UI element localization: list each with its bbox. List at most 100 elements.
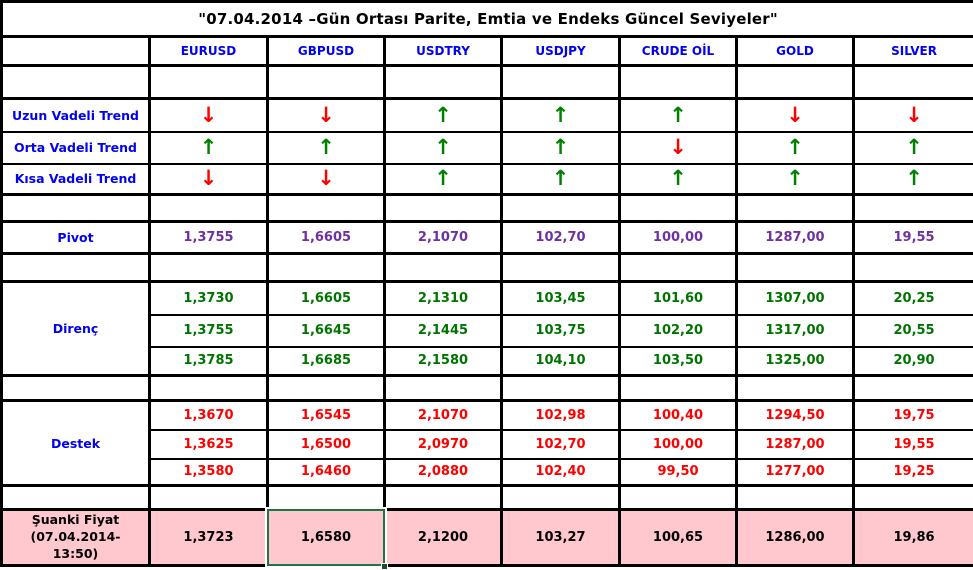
empty-cell[interactable]	[2, 66, 150, 99]
pivot-value-cell[interactable]: 1,3755	[150, 222, 268, 254]
trend-cell[interactable]: ↓	[620, 132, 737, 164]
column-header-eurusd[interactable]: EURUSD	[150, 37, 268, 66]
current-price-cell-crude-oil[interactable]: 100,65	[620, 510, 737, 566]
pivot-value-cell[interactable]: 19,55	[854, 222, 973, 254]
support-value-cell[interactable]: 1,3625	[150, 430, 268, 459]
empty-cell[interactable]	[737, 376, 854, 401]
row-label-resistance[interactable]: Direnç	[2, 282, 150, 376]
empty-cell[interactable]	[268, 195, 385, 222]
trend-cell[interactable]: ↓	[854, 99, 973, 132]
column-header-usdjpy[interactable]: USDJPY	[502, 37, 620, 66]
support-value-cell[interactable]: 1,3670	[150, 401, 268, 430]
empty-cell[interactable]	[385, 486, 502, 510]
pivot-value-cell[interactable]: 2,1070	[385, 222, 502, 254]
resistance-value-cell[interactable]: 1,6605	[268, 282, 385, 315]
trend-cell[interactable]: ↓	[268, 99, 385, 132]
support-value-cell[interactable]: 1277,00	[737, 459, 854, 486]
resistance-value-cell[interactable]: 1,3755	[150, 315, 268, 347]
empty-cell[interactable]	[737, 66, 854, 99]
support-value-cell[interactable]: 19,55	[854, 430, 973, 459]
resistance-value-cell[interactable]: 20,90	[854, 347, 973, 376]
support-value-cell[interactable]: 2,0880	[385, 459, 502, 486]
trend-cell[interactable]: ↓	[268, 164, 385, 195]
empty-cell[interactable]	[150, 486, 268, 510]
empty-cell[interactable]	[2, 195, 150, 222]
current-price-cell-usdjpy[interactable]: 103,27	[502, 510, 620, 566]
resistance-value-cell[interactable]: 2,1580	[385, 347, 502, 376]
row-label-long-term-trend[interactable]: Uzun Vadeli Trend	[2, 99, 150, 132]
trend-cell[interactable]: ↓	[150, 99, 268, 132]
empty-cell[interactable]	[620, 195, 737, 222]
trend-cell[interactable]: ↑	[150, 132, 268, 164]
empty-cell[interactable]	[854, 66, 973, 99]
empty-cell[interactable]	[385, 195, 502, 222]
empty-cell[interactable]	[268, 486, 385, 510]
corner-cell[interactable]	[2, 37, 150, 66]
empty-cell[interactable]	[854, 254, 973, 282]
support-value-cell[interactable]: 100,40	[620, 401, 737, 430]
resistance-value-cell[interactable]: 2,1445	[385, 315, 502, 347]
support-value-cell[interactable]: 19,25	[854, 459, 973, 486]
resistance-value-cell[interactable]: 1317,00	[737, 315, 854, 347]
support-value-cell[interactable]: 2,0970	[385, 430, 502, 459]
resistance-value-cell[interactable]: 1307,00	[737, 282, 854, 315]
empty-cell[interactable]	[2, 376, 150, 401]
resistance-value-cell[interactable]: 104,10	[502, 347, 620, 376]
trend-cell[interactable]: ↑	[737, 132, 854, 164]
pivot-value-cell[interactable]: 102,70	[502, 222, 620, 254]
trend-cell[interactable]: ↑	[268, 132, 385, 164]
empty-cell[interactable]	[620, 486, 737, 510]
empty-cell[interactable]	[620, 376, 737, 401]
row-label-current-price[interactable]: Şuanki Fiyat (07.04.2014-13:50)	[2, 510, 150, 566]
empty-cell[interactable]	[854, 195, 973, 222]
support-value-cell[interactable]: 1,3580	[150, 459, 268, 486]
resistance-value-cell[interactable]: 103,75	[502, 315, 620, 347]
resistance-value-cell[interactable]: 20,25	[854, 282, 973, 315]
empty-cell[interactable]	[268, 254, 385, 282]
resistance-value-cell[interactable]: 20,55	[854, 315, 973, 347]
empty-cell[interactable]	[502, 486, 620, 510]
resistance-value-cell[interactable]: 2,1310	[385, 282, 502, 315]
pivot-value-cell[interactable]: 1,6605	[268, 222, 385, 254]
empty-cell[interactable]	[2, 486, 150, 510]
trend-cell[interactable]: ↑	[854, 132, 973, 164]
empty-cell[interactable]	[502, 254, 620, 282]
column-header-usdtry[interactable]: USDTRY	[385, 37, 502, 66]
empty-cell[interactable]	[385, 376, 502, 401]
support-value-cell[interactable]: 100,00	[620, 430, 737, 459]
current-price-cell-eurusd[interactable]: 1,3723	[150, 510, 268, 566]
empty-cell[interactable]	[385, 254, 502, 282]
support-value-cell[interactable]: 1,6545	[268, 401, 385, 430]
current-price-cell-silver[interactable]: 19,86	[854, 510, 973, 566]
empty-cell[interactable]	[502, 195, 620, 222]
support-value-cell[interactable]: 102,98	[502, 401, 620, 430]
empty-cell[interactable]	[268, 66, 385, 99]
resistance-value-cell[interactable]: 1,3785	[150, 347, 268, 376]
column-header-gbpusd[interactable]: GBPUSD	[268, 37, 385, 66]
row-label-mid-term-trend[interactable]: Orta Vadeli Trend	[2, 132, 150, 164]
table-title[interactable]: "07.04.2014 –Gün Ortası Parite, Emtia ve…	[2, 2, 973, 37]
empty-cell[interactable]	[268, 376, 385, 401]
empty-cell[interactable]	[737, 254, 854, 282]
resistance-value-cell[interactable]: 103,50	[620, 347, 737, 376]
trend-cell[interactable]: ↑	[502, 99, 620, 132]
empty-cell[interactable]	[502, 376, 620, 401]
support-value-cell[interactable]: 102,40	[502, 459, 620, 486]
resistance-value-cell[interactable]: 1325,00	[737, 347, 854, 376]
support-value-cell[interactable]: 99,50	[620, 459, 737, 486]
trend-cell[interactable]: ↓	[737, 99, 854, 132]
empty-cell[interactable]	[2, 254, 150, 282]
empty-cell[interactable]	[150, 376, 268, 401]
trend-cell[interactable]: ↑	[385, 132, 502, 164]
trend-cell[interactable]: ↑	[502, 132, 620, 164]
support-value-cell[interactable]: 19,75	[854, 401, 973, 430]
column-header-gold[interactable]: GOLD	[737, 37, 854, 66]
pivot-value-cell[interactable]: 100,00	[620, 222, 737, 254]
resistance-value-cell[interactable]: 1,3730	[150, 282, 268, 315]
empty-cell[interactable]	[854, 376, 973, 401]
resistance-value-cell[interactable]: 1,6685	[268, 347, 385, 376]
empty-cell[interactable]	[620, 254, 737, 282]
empty-cell[interactable]	[854, 486, 973, 510]
trend-cell[interactable]: ↑	[737, 164, 854, 195]
empty-cell[interactable]	[620, 66, 737, 99]
